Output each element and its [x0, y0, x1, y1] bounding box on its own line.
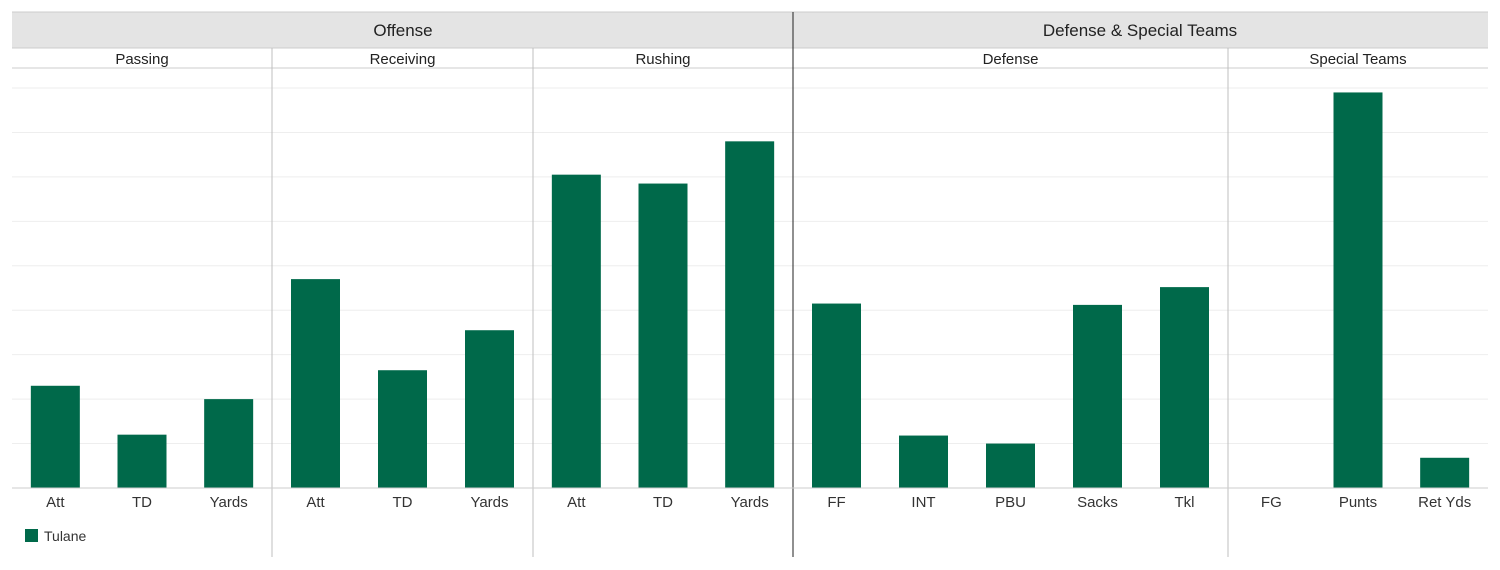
group-header-band — [12, 12, 1488, 48]
tick-labels: Att TD Yards Att TD Yards Att TD Yards FF INT PBU Sa… — [46, 494, 1471, 511]
panel-title-defense: Defense — [983, 51, 1039, 68]
panel-title-passing: Passing — [115, 51, 168, 68]
tick-label-receiving-yards: Yards — [470, 494, 508, 511]
tick-label-special-teams-fg: FG — [1261, 494, 1282, 511]
bar-defense-int[interactable] — [899, 435, 948, 488]
bar-defense-ff[interactable] — [812, 303, 861, 488]
bar-passing-td[interactable] — [117, 434, 167, 488]
bar-rushing-att[interactable] — [551, 174, 601, 488]
legend-label: Tulane — [44, 528, 87, 544]
bar-receiving-td[interactable] — [378, 370, 427, 488]
panel-subtitles: Passing Receiving Rushing Defense Special Te… — [115, 51, 1406, 68]
tick-label-passing-att: Att — [46, 494, 65, 511]
bar-defense-tkl[interactable] — [1160, 287, 1209, 488]
tick-label-rushing-td: TD — [653, 494, 673, 511]
bar-rushing-td[interactable] — [638, 183, 688, 489]
tick-label-special-teams-punts: Punts — [1339, 494, 1377, 511]
tick-label-receiving-att: Att — [306, 494, 325, 511]
bar-receiving-att[interactable] — [291, 279, 340, 488]
bar-special-teams-punts[interactable] — [1333, 92, 1383, 488]
bar-special-teams-ret-yds[interactable] — [1420, 457, 1470, 488]
tick-label-defense-int: INT — [911, 494, 935, 511]
tick-label-defense-tkl: Tkl — [1175, 494, 1195, 511]
bar-receiving-yards[interactable] — [465, 330, 514, 488]
tick-label-defense-ff: FF — [827, 494, 845, 511]
panel-title-rushing: Rushing — [635, 51, 690, 68]
group-title-defense-special-teams: Defense & Special Teams — [1043, 21, 1237, 40]
panel-title-special-teams: Special Teams — [1309, 51, 1406, 68]
tick-label-special-teams-ret-yds: Ret Yds — [1418, 494, 1471, 511]
tick-label-defense-pbu: PBU — [995, 494, 1026, 511]
panel-title-receiving: Receiving — [370, 51, 436, 68]
bar-passing-yards[interactable] — [204, 399, 254, 488]
tick-label-receiving-td: TD — [393, 494, 413, 511]
legend-swatch — [25, 529, 38, 542]
bars — [30, 92, 1470, 489]
tick-label-rushing-att: Att — [567, 494, 586, 511]
bar-defense-pbu[interactable] — [986, 443, 1035, 488]
bar-defense-sacks[interactable] — [1073, 304, 1122, 488]
bar-rushing-yards[interactable] — [725, 141, 775, 489]
bar-passing-att[interactable] — [30, 385, 80, 488]
tick-label-defense-sacks: Sacks — [1077, 494, 1118, 511]
group-title-offense: Offense — [373, 21, 432, 40]
tick-label-passing-td: TD — [132, 494, 152, 511]
tick-label-rushing-yards: Yards — [731, 494, 769, 511]
tick-label-passing-yards: Yards — [210, 494, 248, 511]
